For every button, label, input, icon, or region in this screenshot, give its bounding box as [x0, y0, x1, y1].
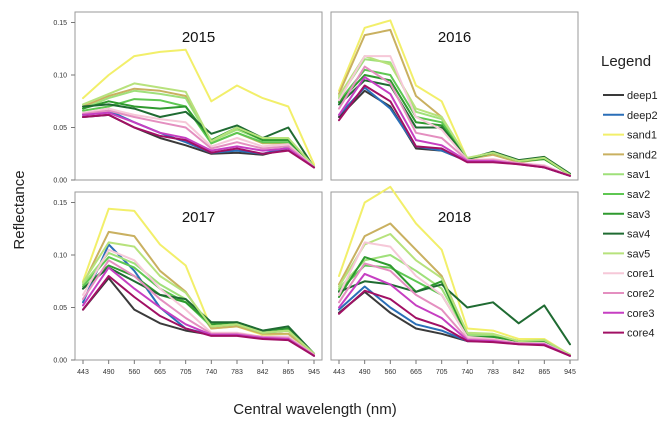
- legend-label: sav1: [627, 169, 650, 181]
- x-tick-label: 865: [538, 369, 550, 376]
- y-tick-label: 0.10: [53, 253, 67, 260]
- series-line-sand1: [82, 48, 315, 166]
- series-line-sav3: [82, 264, 315, 355]
- x-tick-label: 842: [257, 369, 269, 376]
- x-tick-label: 865: [282, 369, 294, 376]
- x-tick-label: 945: [564, 369, 576, 376]
- x-tick-label: 842: [513, 369, 525, 376]
- panel-title: 2015: [182, 29, 215, 46]
- series-line-sav4: [82, 103, 315, 169]
- series-line-core2: [82, 259, 315, 356]
- legend-label: sav4: [627, 229, 650, 241]
- legend-item-core1: core1: [603, 268, 655, 280]
- legend-label: core4: [627, 328, 655, 340]
- legend-label: sav2: [627, 189, 650, 201]
- x-tick-label: 560: [384, 369, 396, 376]
- legend-label: sav5: [627, 248, 650, 260]
- panel-2015: 0.00 0.05 0.10 0.15 2015: [53, 11, 323, 185]
- y-tick-label: 0.05: [53, 125, 67, 132]
- panel-2017: 0.00 0.05 0.10 0.15 443 490 560 665 705 740 783 842…: [53, 191, 323, 376]
- y-tick-label: 0.15: [53, 20, 67, 27]
- legend-label: sand2: [627, 149, 657, 161]
- legend-label: core3: [627, 308, 655, 320]
- x-tick-label: 490: [359, 369, 371, 376]
- panel-title: 2016: [438, 29, 471, 46]
- legend-label: deep2: [627, 110, 658, 122]
- legend-item-deep1: deep1: [603, 90, 658, 102]
- series-line-sav5: [82, 241, 315, 355]
- y-tick-label: 0.10: [53, 73, 67, 80]
- series-line-core4: [338, 84, 571, 177]
- series-line-sav5: [82, 82, 315, 168]
- panel-2016: 2016: [330, 11, 579, 181]
- legend-item-sav5: sav5: [603, 248, 650, 260]
- legend-item-sav1: sav1: [603, 169, 650, 181]
- legend-item-deep2: deep2: [603, 110, 658, 122]
- series-line-sand1: [338, 185, 571, 356]
- x-tick-label: 740: [461, 369, 473, 376]
- legend-item-sand1: sand1: [603, 130, 657, 142]
- series-line-sav5: [338, 233, 571, 356]
- x-tick-label: 783: [231, 369, 243, 376]
- legend-item-sav3: sav3: [603, 209, 650, 221]
- x-tick-label: 490: [103, 369, 115, 376]
- x-tick-label: 705: [180, 369, 192, 376]
- legend-label: core2: [627, 288, 655, 300]
- series-line-core3: [82, 266, 315, 357]
- series-line-core4: [82, 275, 315, 357]
- x-tick-label: 665: [154, 369, 166, 376]
- legend-label: deep1: [627, 90, 658, 102]
- x-tick-label: 783: [487, 369, 499, 376]
- legend-item-sav2: sav2: [603, 189, 650, 201]
- x-tick-label: 560: [128, 369, 140, 376]
- series-line-sav4: [338, 280, 571, 346]
- panel-title: 2018: [438, 209, 471, 226]
- series-line-core3: [82, 111, 315, 169]
- x-tick-label: 443: [333, 369, 345, 376]
- legend-label: sav3: [627, 209, 650, 221]
- x-tick-label: 443: [77, 369, 89, 376]
- y-tick-label: 0.05: [53, 305, 67, 312]
- series-line-core2: [82, 109, 315, 169]
- legend-item-core2: core2: [603, 288, 655, 300]
- legend-item-sand2: sand2: [603, 149, 657, 161]
- series-line-sav5: [338, 55, 571, 176]
- x-axis-title: Central wavelength (nm): [233, 401, 396, 418]
- y-tick-label: 0.15: [53, 200, 67, 207]
- y-tick-label: 0.00: [53, 358, 67, 365]
- legend: Legend deep1 deep2 sand1 sand2 sav1 sav2 sav3 sa…: [601, 53, 658, 340]
- legend-label: core1: [627, 268, 655, 280]
- legend-label: sand1: [627, 130, 657, 142]
- panel-title: 2017: [182, 209, 215, 226]
- panels: 0.00 0.05 0.10 0.15 2015 2016 0.00 0.05 0.10 0.15…: [53, 11, 579, 376]
- series-line-core4: [82, 113, 315, 169]
- x-tick-label: 665: [410, 369, 422, 376]
- series-line-core4: [338, 289, 571, 357]
- legend-item-sav4: sav4: [603, 229, 650, 241]
- legend-item-core4: core4: [603, 328, 655, 340]
- x-tick-label: 705: [436, 369, 448, 376]
- y-tick-label: 0.00: [53, 178, 67, 185]
- y-axis-title: Reflectance: [11, 170, 28, 249]
- series-line-core2: [338, 65, 571, 177]
- series-line-core1: [82, 107, 315, 169]
- x-tick-label: 740: [205, 369, 217, 376]
- legend-item-core3: core3: [603, 308, 655, 320]
- panel-2018: 443 490 560 665 705 740 783 842 865 945 2018: [330, 185, 579, 376]
- x-tick-label: 945: [308, 369, 320, 376]
- legend-title: Legend: [601, 53, 651, 70]
